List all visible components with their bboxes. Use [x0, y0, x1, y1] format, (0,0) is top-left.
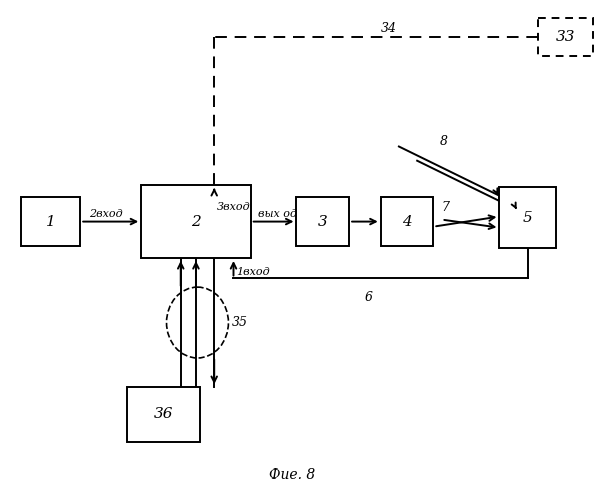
Text: 2вход: 2вход — [90, 210, 123, 220]
Text: 34: 34 — [381, 22, 397, 36]
Text: 1вход: 1вход — [237, 268, 270, 278]
Text: вых од: вых од — [258, 210, 296, 220]
Text: 36: 36 — [154, 408, 173, 422]
Text: 33: 33 — [555, 30, 575, 44]
Text: 35: 35 — [232, 316, 247, 329]
Bar — [127, 387, 200, 442]
Text: 4: 4 — [402, 214, 412, 228]
Text: 3вход: 3вход — [217, 202, 251, 212]
Bar — [499, 187, 556, 248]
Text: 8: 8 — [439, 135, 448, 148]
Bar — [141, 185, 250, 258]
Text: 1: 1 — [46, 214, 56, 228]
Text: 3: 3 — [318, 214, 328, 228]
Bar — [538, 18, 593, 56]
Text: 7: 7 — [442, 201, 450, 214]
Bar — [21, 197, 80, 246]
Text: 5: 5 — [523, 210, 532, 224]
Text: 2: 2 — [191, 214, 201, 228]
Text: Фие. 8: Фие. 8 — [269, 468, 315, 482]
Bar — [381, 197, 433, 246]
Text: 6: 6 — [364, 290, 373, 304]
Bar — [296, 197, 349, 246]
